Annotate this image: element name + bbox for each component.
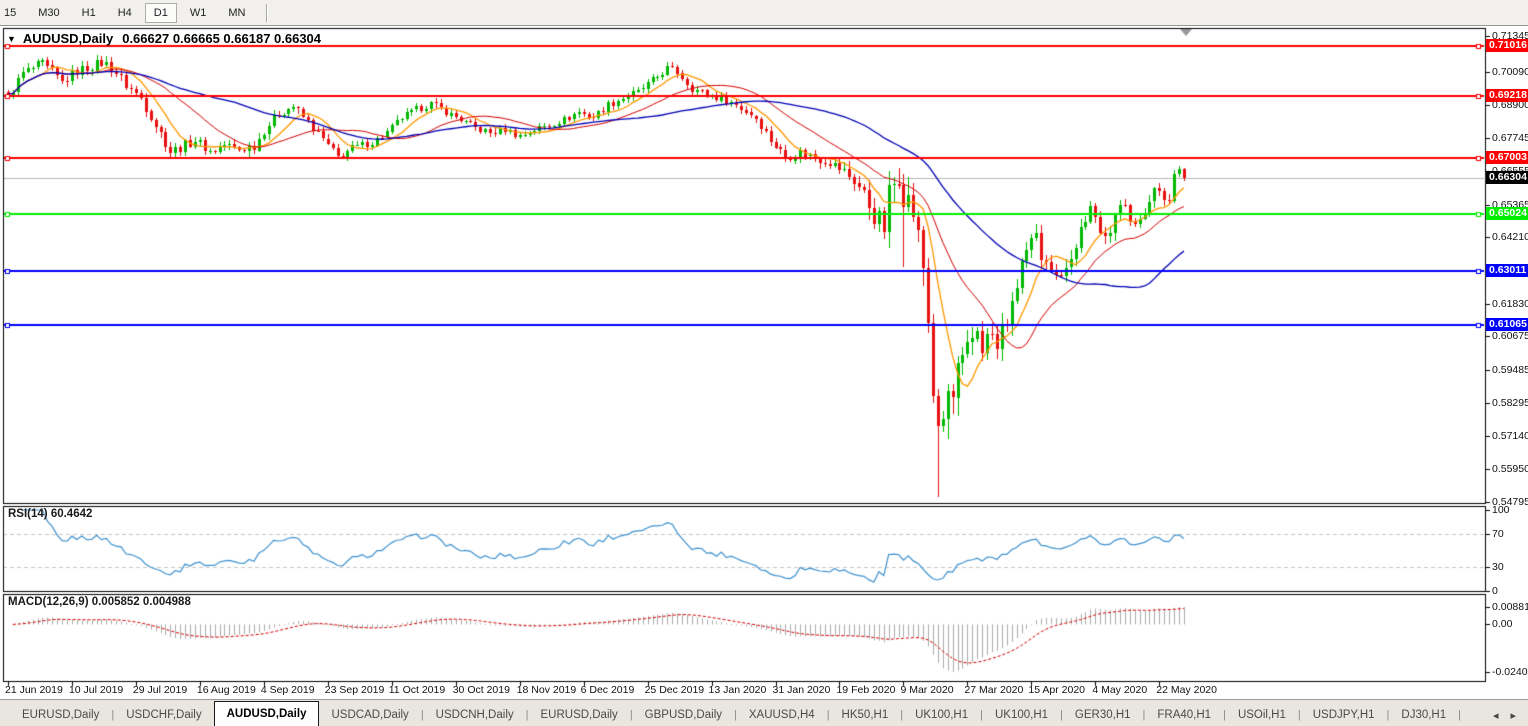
price-line-label: 0.61065 bbox=[1486, 318, 1528, 331]
date-axis-label: 15 Apr 2020 bbox=[1028, 684, 1085, 696]
date-axis-label: 22 May 2020 bbox=[1156, 684, 1217, 696]
chart-tab-gbpusd-daily[interactable]: GBPUSD,Daily bbox=[644, 709, 722, 721]
timeframe-button-m30[interactable]: M30 bbox=[38, 6, 60, 19]
chart-tab-eurusd-daily[interactable]: EURUSD,Daily bbox=[22, 709, 100, 721]
price-tick-label: 0.64210 bbox=[1492, 231, 1528, 243]
price-line-label: 0.67003 bbox=[1486, 151, 1528, 164]
chart-window: ▼ AUDUSD,Daily 0.66627 0.66665 0.66187 0… bbox=[0, 26, 1528, 699]
chart-tab-uk100-h1[interactable]: UK100,H1 bbox=[995, 709, 1049, 721]
timeframe-button-w1[interactable]: W1 bbox=[189, 6, 207, 19]
tab-separator: | bbox=[629, 709, 633, 721]
price-tick-label: 0.57140 bbox=[1492, 429, 1528, 442]
chart-tab-usdcnh-daily[interactable]: USDCNH,Daily bbox=[435, 709, 514, 721]
timeframe-button-h4[interactable]: H4 bbox=[117, 6, 132, 19]
date-axis-label: 11 Oct 2019 bbox=[388, 684, 446, 696]
tab-separator: | bbox=[1142, 709, 1146, 721]
chart-tab-eurusd-daily[interactable]: EURUSD,Daily bbox=[540, 709, 618, 721]
date-axis-label: 16 Aug 2019 bbox=[196, 684, 256, 696]
chart-tab-uk100-h1[interactable]: UK100,H1 bbox=[915, 709, 969, 721]
macd-scale-label: 0.008815 bbox=[1492, 600, 1528, 613]
symbol-dropdown-icon[interactable]: ▼ bbox=[7, 33, 16, 44]
price-tick-label: 0.60675 bbox=[1492, 330, 1528, 343]
price-tick-label: 0.68900 bbox=[1492, 99, 1528, 112]
timeframe-button-mn[interactable]: MN bbox=[228, 6, 246, 19]
tab-scroll-left-icon[interactable]: ◂ bbox=[1492, 710, 1499, 722]
chart-symbol-label: AUDUSD,Daily bbox=[22, 31, 114, 46]
price-line-label: 0.63011 bbox=[1486, 264, 1528, 277]
tab-separator: | bbox=[525, 709, 529, 721]
date-axis-label: 9 Mar 2020 bbox=[900, 684, 954, 696]
chart-tab-usdcad-daily[interactable]: USDCAD,Daily bbox=[331, 709, 409, 721]
current-price-label: 0.66304 bbox=[1486, 171, 1528, 184]
date-axis-label: 4 May 2020 bbox=[1092, 684, 1148, 696]
date-axis-label: 18 Nov 2019 bbox=[516, 684, 577, 696]
price-chart-canvas[interactable] bbox=[0, 26, 1528, 699]
timeframe-button-15[interactable]: 15 bbox=[4, 6, 17, 19]
timeframe-buttons: 15 M30 H1 H4 D1 W1 MN bbox=[0, 2, 256, 23]
chart-tab-audusd-daily[interactable]: AUDUSD,Daily bbox=[213, 701, 320, 726]
rsi-level-label: 100 bbox=[1492, 504, 1510, 516]
tab-scroll-arrows: ◂ ▸ bbox=[1493, 709, 1528, 726]
price-tick-label: 0.55950 bbox=[1492, 463, 1528, 476]
tab-separator: | bbox=[1458, 709, 1461, 721]
chart-tab-dj30-h1[interactable]: DJ30,H1 bbox=[1401, 709, 1447, 721]
tab-separator: | bbox=[826, 709, 830, 721]
price-tick-label: 0.54795 bbox=[1492, 495, 1528, 508]
tab-separator: | bbox=[1060, 709, 1063, 721]
macd-scale-label: -0.02408 bbox=[1492, 665, 1528, 678]
date-axis-label: 27 Mar 2020 bbox=[964, 684, 1024, 696]
tab-separator: | bbox=[734, 709, 737, 721]
date-axis-label: 30 Oct 2019 bbox=[452, 684, 510, 696]
chart-tabs: EURUSD,Daily | USDCHF,Daily AUDUSD,Daily USD… bbox=[0, 701, 1461, 726]
chart-ohlc-values: 0.66627 0.66665 0.66187 0.66304 bbox=[122, 31, 322, 46]
chart-tab-usdchf-daily[interactable]: USDCHF,Daily bbox=[126, 709, 202, 721]
date-axis-label: 19 Feb 2020 bbox=[836, 684, 896, 696]
date-axis-label: 25 Dec 2019 bbox=[644, 684, 705, 696]
date-axis-label: 13 Jan 2020 bbox=[708, 684, 767, 696]
tab-separator: | bbox=[420, 709, 424, 721]
rsi-level-label: 70 bbox=[1492, 528, 1504, 541]
date-axis-label: 4 Sep 2019 bbox=[260, 684, 315, 696]
price-tick-label: 0.58295 bbox=[1492, 397, 1528, 410]
chart-tab-usdjpy-h1[interactable]: USDJPY,H1 bbox=[1312, 709, 1375, 721]
chart-tab-xauusd-h4[interactable]: XAUUSD,H4 bbox=[748, 709, 815, 721]
price-tick-label: 0.67745 bbox=[1492, 131, 1528, 144]
tab-separator: | bbox=[111, 709, 115, 721]
date-axis-label: 29 Jul 2019 bbox=[132, 684, 188, 696]
chart-tab-hk50-h1[interactable]: HK50,H1 bbox=[841, 709, 889, 721]
price-tick-label: 0.59485 bbox=[1492, 363, 1528, 376]
rsi-level-label: 30 bbox=[1492, 560, 1504, 573]
tab-separator: | bbox=[1223, 709, 1226, 721]
toolbar-separator bbox=[266, 3, 269, 22]
date-axis-label: 10 Jul 2019 bbox=[68, 684, 124, 696]
tab-scroll-right-icon[interactable]: ▸ bbox=[1510, 710, 1516, 722]
tab-separator: | bbox=[1297, 709, 1301, 721]
macd-indicator-label: MACD(12,26,9) 0.005852 0.004988 bbox=[8, 596, 191, 608]
price-line-label: 0.65024 bbox=[1486, 207, 1528, 220]
tab-separator: | bbox=[900, 709, 904, 721]
date-axis-label: 21 Jun 2019 bbox=[5, 684, 63, 696]
timeframe-toolbar: 15 M30 H1 H4 D1 W1 MN bbox=[0, 0, 1528, 26]
date-axis-label: 6 Dec 2019 bbox=[580, 684, 635, 696]
date-axis-label: 31 Jan 2020 bbox=[772, 684, 831, 696]
timeframe-button-d1[interactable]: D1 bbox=[144, 2, 177, 23]
price-tick-label: 0.70090 bbox=[1492, 65, 1528, 78]
chart-title: ▼ AUDUSD,Daily 0.66627 0.66665 0.66187 0… bbox=[7, 31, 321, 46]
chart-tab-usoil-h1[interactable]: USOil,H1 bbox=[1237, 709, 1286, 721]
rsi-indicator-label: RSI(14) 60.4642 bbox=[8, 508, 93, 520]
price-line-label: 0.71016 bbox=[1486, 39, 1528, 52]
price-line-label: 0.69218 bbox=[1486, 89, 1528, 102]
tab-separator: | bbox=[980, 709, 983, 721]
macd-scale-label: 0.00 bbox=[1492, 618, 1513, 631]
tab-separator: | bbox=[1386, 709, 1390, 721]
timeframe-button-h1[interactable]: H1 bbox=[81, 6, 96, 19]
chart-tabs-bar: EURUSD,Daily | USDCHF,Daily AUDUSD,Daily USD… bbox=[0, 699, 1528, 726]
price-tick-label: 0.61830 bbox=[1492, 297, 1528, 310]
chart-tab-ger30-h1[interactable]: GER30,H1 bbox=[1074, 709, 1131, 721]
date-axis-label: 23 Sep 2019 bbox=[324, 684, 385, 696]
chart-tab-fra40-h1[interactable]: FRA40,H1 bbox=[1157, 709, 1212, 721]
rsi-level-label: 0 bbox=[1492, 585, 1498, 597]
